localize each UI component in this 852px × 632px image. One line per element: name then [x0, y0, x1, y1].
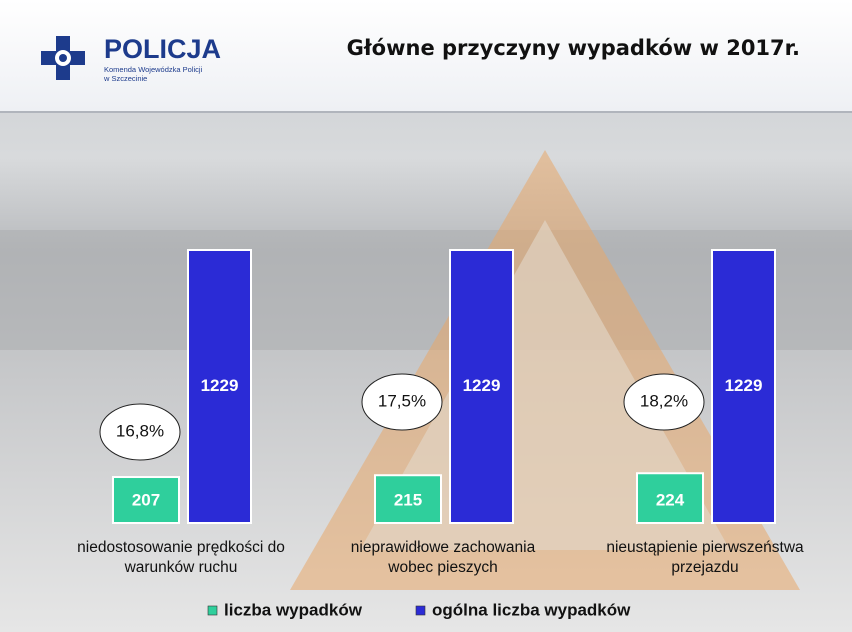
x-tick-label: nieustąpienie pierwszeństwa przejazdu	[606, 539, 804, 576]
bar	[187, 249, 252, 524]
legend-label: liczba wypadków	[224, 600, 363, 619]
logo-sub: w Szczecinie	[103, 74, 147, 83]
x-tick-label: niedostosowanie prędkości do warunków ru…	[77, 539, 285, 576]
legend-marker	[207, 605, 218, 616]
chart-title: Główne przyczyny wypadków w 2017r.	[347, 36, 800, 60]
annotation-bubble	[99, 403, 181, 461]
legend-marker	[415, 605, 426, 616]
value-label: 1229	[725, 376, 763, 395]
road	[0, 230, 852, 350]
bar	[636, 472, 704, 524]
bar	[449, 249, 514, 524]
logo-icon	[41, 36, 85, 80]
value-label: 1229	[463, 376, 501, 395]
bar	[112, 476, 180, 524]
bar	[374, 474, 442, 525]
annotation: 18,2%	[640, 391, 688, 410]
logo-sub: Komenda Wojewódzka Policji	[104, 65, 203, 74]
x-tick-label: nieprawidłowe zachowania wobec pieszych	[350, 539, 536, 576]
header	[0, 0, 852, 112]
annotation-bubble	[623, 373, 705, 431]
logo-text: POLICJA	[104, 34, 221, 64]
logo-dot	[59, 54, 67, 62]
annotation-bubble	[361, 373, 443, 431]
legend-label: ogólna liczba wypadków	[432, 600, 631, 619]
value-label: 224	[656, 490, 685, 509]
bar	[711, 249, 776, 524]
annotation: 17,5%	[378, 391, 426, 410]
annotation: 16,8%	[116, 421, 164, 440]
value-label: 1229	[201, 376, 239, 395]
value-label: 207	[132, 490, 160, 509]
value-label: 215	[394, 490, 422, 509]
